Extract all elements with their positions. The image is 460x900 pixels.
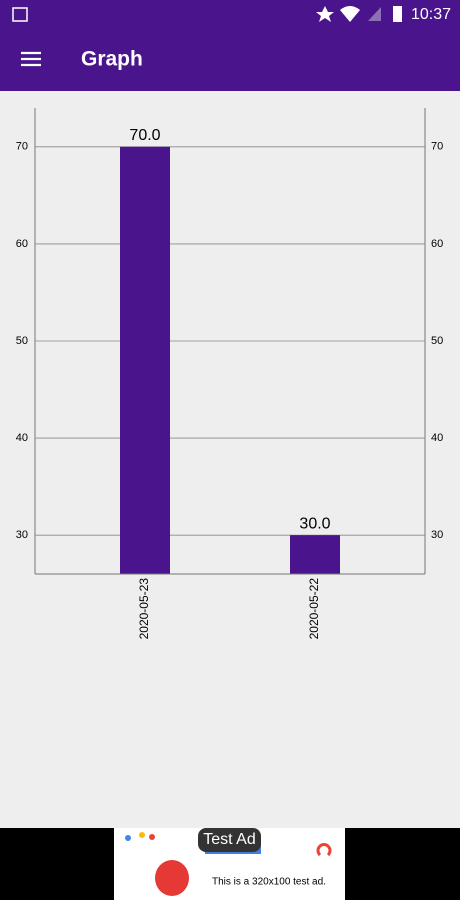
status-bar [0, 0, 460, 32]
y-tick-label: 30 [16, 529, 28, 541]
ad-dot [139, 832, 145, 838]
ad-dot [125, 835, 131, 841]
y-tick-label: 70 [16, 141, 28, 153]
value-label: 70.0 [129, 127, 160, 144]
y-tick-label: 60 [16, 238, 28, 250]
y2-tick-label: 60 [431, 238, 443, 250]
value-label: 30.0 [299, 515, 330, 532]
ad-logo [316, 843, 332, 857]
y2-tick-label: 40 [431, 432, 443, 444]
ad-mascot [155, 860, 189, 896]
ad-badge-bg [198, 828, 261, 852]
y2-tick-label: 30 [431, 529, 443, 541]
y2-tick-label: 50 [431, 335, 443, 347]
ad-text: This is a 320x100 test ad. [212, 877, 326, 888]
star-icon [316, 6, 334, 22]
x-tick-label: 2020-05-22 [307, 578, 321, 640]
y-tick-label: 40 [16, 432, 28, 444]
ad-badge: Test Ad [203, 831, 255, 848]
signal-icon [368, 7, 381, 21]
x-tick-label: 2020-05-23 [137, 578, 151, 640]
y2-tick-label: 70 [431, 141, 443, 153]
wifi-icon [340, 6, 360, 22]
ad-dot [149, 834, 155, 840]
y-tick-label: 50 [16, 335, 28, 347]
menu-button[interactable] [21, 51, 41, 67]
app-bar [0, 32, 460, 91]
battery-icon [393, 6, 402, 22]
image-icon [12, 7, 28, 22]
app-title: Graph [81, 48, 143, 71]
bar [290, 535, 340, 574]
bar [120, 146, 170, 575]
status-time: 10:37 [411, 6, 451, 23]
chart: 30 30 40 40 50 50 60 60 70 70 70.0 2020-05-23 30.0 20… [16, 108, 443, 640]
